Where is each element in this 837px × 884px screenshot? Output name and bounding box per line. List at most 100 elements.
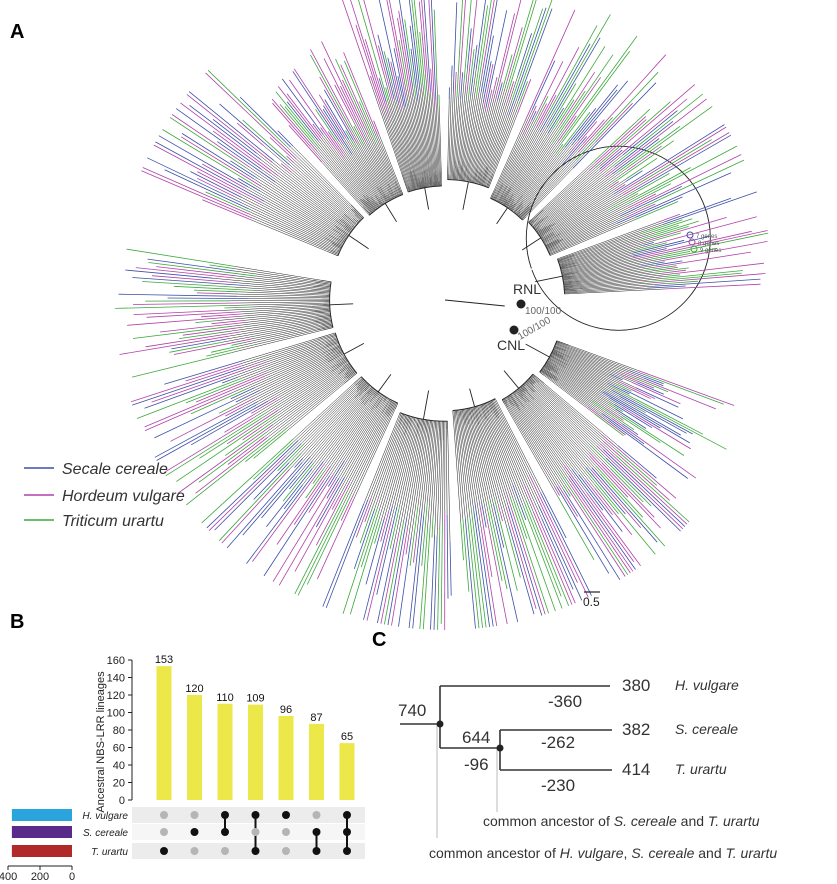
- tree-tip-branch: [431, 517, 434, 538]
- tree-internal-branch: [435, 174, 438, 187]
- tree-internal-branch: [325, 335, 337, 339]
- tree-tip-branch: [595, 117, 613, 136]
- tree-tip-branch: [173, 285, 254, 291]
- tree-internal-branch: [342, 362, 350, 368]
- tree-internal-branch: [477, 170, 482, 185]
- tree-tip-branch: [218, 453, 302, 541]
- tree-internal-branch: [549, 355, 568, 366]
- tree-internal-branch: [571, 232, 656, 260]
- tree-internal-branch: [518, 201, 532, 217]
- tree-tip-branch: [278, 482, 339, 586]
- tree-clade-stem: [503, 370, 520, 389]
- tree-internal-branch: [360, 377, 363, 379]
- tree-internal-branch: [502, 115, 537, 184]
- tree-tip-branch: [560, 71, 596, 125]
- tree-tip-branch: [517, 8, 553, 101]
- tree-internal-branch: [316, 284, 331, 287]
- tree-internal-branch: [238, 291, 328, 296]
- tree-tip-branch: [653, 218, 693, 232]
- tree-internal-branch: [526, 381, 529, 384]
- tree-internal-branch: [543, 233, 561, 244]
- tree-tip-branch: [156, 404, 257, 461]
- tree-tip-branch: [665, 247, 718, 259]
- tree-tip-branch: [191, 400, 269, 446]
- tree-internal-branch: [463, 169, 466, 182]
- tree-internal-branch: [533, 399, 601, 474]
- tree-internal-branch: [562, 257, 634, 274]
- tree-tip-branch: [616, 455, 690, 523]
- tree-tip-branch: [608, 397, 661, 429]
- tree-tip-branch: [485, 10, 508, 108]
- tree-tip-branch: [539, 95, 557, 125]
- tree-internal-branch: [370, 135, 398, 195]
- tree-internal-branch: [261, 202, 338, 243]
- tree-internal-branch: [425, 99, 435, 182]
- tree-tip-branch: [319, 76, 358, 144]
- tree-internal-branch: [558, 206, 645, 247]
- tree-internal-branch: [327, 353, 344, 363]
- tree-internal-branch: [230, 353, 323, 394]
- tree-internal-branch: [265, 343, 338, 374]
- tree-tip-branch: [562, 484, 571, 497]
- tree-tip-branch: [408, 0, 421, 91]
- tree-tip-branch: [531, 60, 556, 110]
- bar: [156, 666, 172, 800]
- tree-internal-branch: [238, 301, 326, 304]
- tree-internal-branch: [404, 416, 411, 436]
- tree-internal-branch: [507, 396, 515, 407]
- tree-tip-branch: [630, 375, 669, 393]
- tree-internal-branch: [518, 387, 523, 393]
- tree-internal-branch: [377, 392, 380, 396]
- tree-tip-branch: [599, 443, 688, 525]
- tree-internal-branch: [264, 345, 338, 377]
- tree-internal-branch: [538, 167, 596, 218]
- tree-internal-branch: [270, 172, 337, 221]
- tree-internal-branch: [514, 203, 523, 214]
- tree-internal-branch: [513, 143, 553, 200]
- tree-tip-branch: [607, 382, 630, 395]
- tree-internal-branch: [505, 193, 514, 207]
- tree-internal-branch: [548, 154, 624, 216]
- tree-internal-branch: [552, 350, 558, 353]
- tree-internal-branch: [564, 288, 583, 291]
- tree-tip-branch: [507, 529, 521, 578]
- bar-value-label: 87: [310, 712, 322, 724]
- tree-internal-branch: [327, 251, 339, 257]
- tree-internal-branch: [235, 266, 321, 281]
- tree-internal-branch: [343, 153, 381, 207]
- tree-tip-branch: [147, 258, 236, 272]
- tree-internal-branch: [559, 259, 575, 265]
- tree-internal-branch: [260, 190, 342, 240]
- tree-tip-branch: [315, 109, 337, 141]
- tree-internal-branch: [506, 396, 512, 405]
- tree-tip-branch: [569, 475, 636, 570]
- tree-internal-branch: [553, 368, 610, 404]
- tree-internal-branch: [291, 172, 356, 226]
- tree-internal-branch: [421, 419, 425, 433]
- tree-internal-branch: [478, 406, 507, 492]
- tree-tip-branch: [366, 519, 392, 621]
- tree-internal-branch: [534, 227, 536, 229]
- tree-internal-branch: [242, 329, 317, 348]
- tree-internal-branch: [450, 93, 456, 175]
- tree-internal-branch: [355, 225, 357, 227]
- tree-internal-branch: [264, 201, 338, 242]
- tree-tip-branch: [536, 47, 580, 128]
- reconciliation-tree: [400, 685, 612, 771]
- tree-internal-branch: [464, 408, 468, 421]
- tree-internal-branch: [417, 100, 430, 186]
- tree-internal-branch: [393, 436, 417, 544]
- tree-internal-branch: [362, 206, 371, 215]
- tree-internal-branch: [543, 383, 618, 446]
- tree-internal-branch: [337, 251, 340, 253]
- tree-internal-branch: [432, 420, 434, 429]
- tree-internal-branch: [556, 341, 567, 346]
- tree-tip-branch: [621, 406, 692, 450]
- tree-tip-branch: [635, 196, 683, 218]
- tree-internal-branch: [506, 401, 559, 487]
- tree-internal-branch: [553, 348, 611, 375]
- tree-internal-branch: [422, 82, 434, 185]
- tree-tip-branch: [609, 373, 623, 381]
- tree-internal-branch: [540, 370, 552, 379]
- tree-tip-branch: [595, 102, 633, 143]
